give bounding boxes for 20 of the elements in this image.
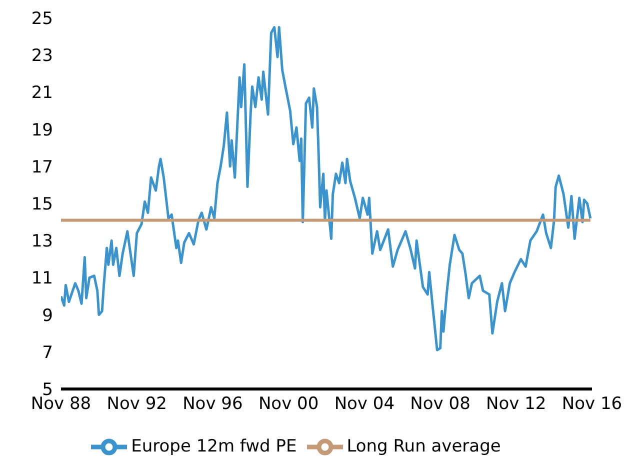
- line-series: [61, 26, 592, 352]
- x-tick-label: Nov 12: [486, 394, 546, 414]
- y-tick-label: 15: [31, 194, 53, 215]
- y-tick-label: 25: [31, 9, 53, 30]
- x-tick-label: Nov 92: [106, 394, 167, 414]
- x-tick-label: Nov 04: [334, 394, 395, 414]
- y-tick-label: 19: [31, 120, 53, 140]
- y-tick-label: 7: [42, 342, 53, 363]
- y-tick-label: 21: [31, 83, 53, 104]
- y-tick-label: 11: [31, 268, 53, 289]
- y-tick-label: 13: [31, 232, 53, 252]
- x-tick-label: Nov 16: [562, 394, 622, 414]
- x-tick-label: Nov 96: [182, 394, 243, 414]
- legend-label: Long Run average: [346, 436, 501, 457]
- y-tick-label: 17: [31, 157, 53, 178]
- y-tick-label: 23: [31, 46, 53, 66]
- x-tick-label: Nov 08: [410, 394, 470, 414]
- x-tick-label: Nov 00: [258, 394, 319, 414]
- legend-label: Europe 12m fwd PE: [131, 436, 297, 457]
- y-tick-label: 9: [42, 306, 53, 326]
